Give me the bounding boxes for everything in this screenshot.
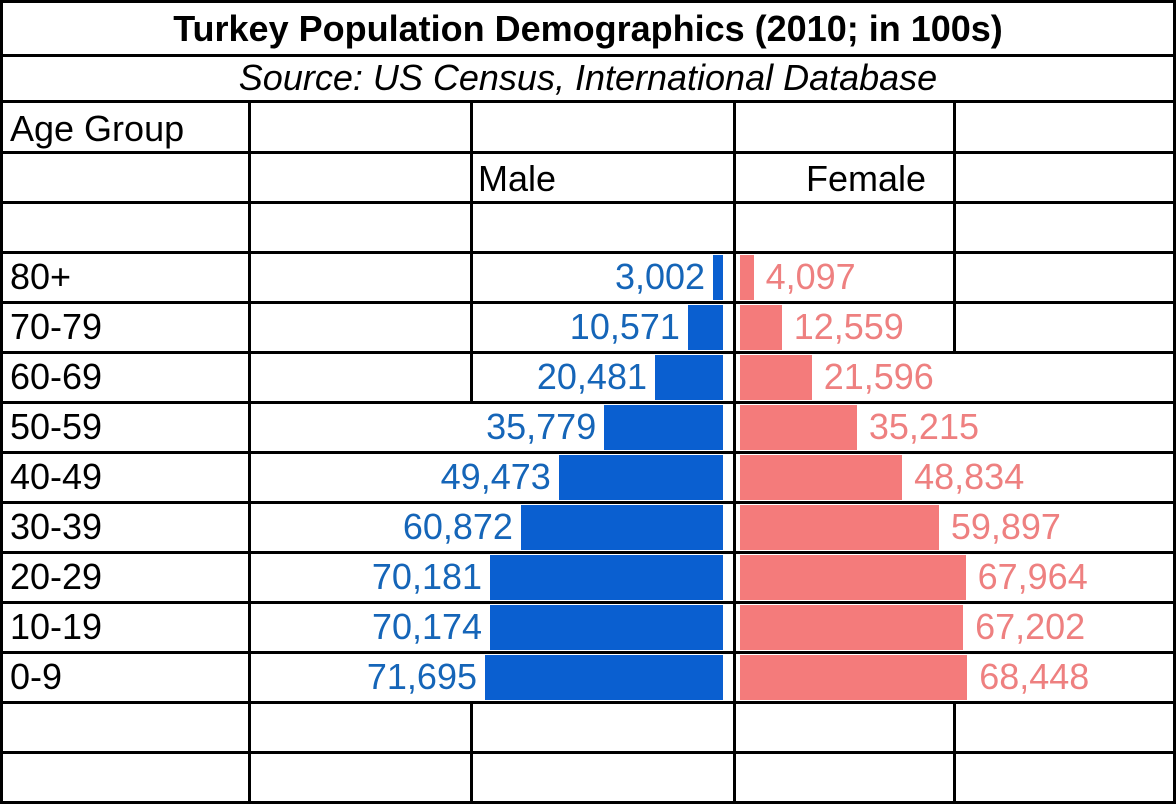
chart-subtitle: Source: US Census, International Databas… (238, 57, 938, 98)
grid-col-line (733, 100, 736, 804)
male-value-label: 70,174 (371, 606, 483, 647)
age-group-label: 20-29 (10, 556, 103, 597)
female-value-label: 21,596 (823, 356, 934, 397)
female-value-label: 35,215 (868, 406, 979, 447)
female-bar (740, 255, 754, 300)
grid-row-line (0, 401, 1176, 404)
grid-row-line (0, 54, 1176, 57)
female-bar (740, 305, 782, 350)
grid-row-line (0, 301, 1176, 304)
male-bar (713, 255, 723, 300)
male-value-label: 70,181 (371, 556, 483, 597)
grid-row-line (0, 451, 1176, 454)
age-group-label: 40-49 (10, 456, 103, 497)
grid-row-line (0, 351, 1176, 354)
chart-title: Turkey Population Demographics (2010; in… (173, 8, 1003, 49)
grid-col-line (953, 100, 956, 804)
male-bar (490, 555, 723, 600)
male-bar (604, 405, 723, 450)
age-group-label: 70-79 (10, 306, 103, 347)
female-bar (740, 655, 968, 700)
overflow-mask (470, 604, 473, 651)
female-value-label: 67,202 (975, 606, 1086, 647)
overflow-mask (470, 554, 473, 601)
male-value-label: 60,872 (402, 506, 513, 547)
overflow-mask (470, 654, 473, 701)
female-bar (740, 555, 966, 600)
grid-row-line (0, 801, 1176, 804)
header-age-group: Age Group (10, 108, 185, 149)
overflow-mask (470, 504, 473, 551)
age-group-label: 50-59 (10, 406, 103, 447)
overflow-mask (953, 404, 956, 451)
grid-row-line (0, 501, 1176, 504)
grid-row-line (0, 201, 1176, 204)
age-group-label: 0-9 (10, 656, 63, 697)
grid-row-line (0, 751, 1176, 754)
male-value-label: 20,481 (536, 356, 647, 397)
age-group-label: 80+ (10, 256, 72, 297)
female-value-label: 48,834 (914, 456, 1025, 497)
male-bar (655, 355, 723, 400)
female-bar (740, 505, 939, 550)
female-value-label: 59,897 (950, 506, 1061, 547)
female-bar (740, 605, 964, 650)
grid-col-line (248, 100, 251, 804)
male-value-label: 35,779 (486, 406, 597, 447)
male-bar (485, 655, 723, 700)
grid-row-line (0, 701, 1176, 704)
male-bar (687, 305, 723, 350)
male-value-label: 49,473 (440, 456, 551, 497)
grid-row-line (0, 151, 1176, 154)
overflow-mask (953, 454, 956, 501)
grid-row-line (0, 601, 1176, 604)
female-bar (740, 355, 812, 400)
grid-col-line (0, 0, 3, 804)
overflow-mask (953, 504, 956, 551)
grid-row-line (0, 551, 1176, 554)
header-female: Female (806, 158, 927, 199)
overflow-mask (470, 454, 473, 501)
female-value-label: 4,097 (765, 256, 856, 297)
grid-row-line (0, 251, 1176, 254)
female-bar (740, 405, 857, 450)
age-group-label: 10-19 (10, 606, 103, 647)
male-bar (558, 455, 723, 500)
age-group-label: 60-69 (10, 356, 103, 397)
male-value-label: 10,571 (569, 306, 680, 347)
overflow-mask (470, 404, 473, 451)
grid-row-line (0, 0, 1176, 3)
male-value-label: 71,695 (366, 656, 477, 697)
grid-col-line (1173, 0, 1176, 804)
female-value-label: 12,559 (793, 306, 904, 347)
age-group-label: 30-39 (10, 506, 103, 547)
male-bar (520, 505, 723, 550)
header-male: Male (478, 158, 557, 199)
female-bar (740, 455, 903, 500)
grid-col-line (470, 100, 473, 804)
male-bar (490, 605, 723, 650)
female-value-label: 67,964 (977, 556, 1088, 597)
overflow-mask (953, 354, 956, 401)
grid-row-line (0, 651, 1176, 654)
male-value-label: 3,002 (614, 256, 706, 297)
grid-row-line (0, 100, 1176, 103)
female-value-label: 68,448 (979, 656, 1090, 697)
